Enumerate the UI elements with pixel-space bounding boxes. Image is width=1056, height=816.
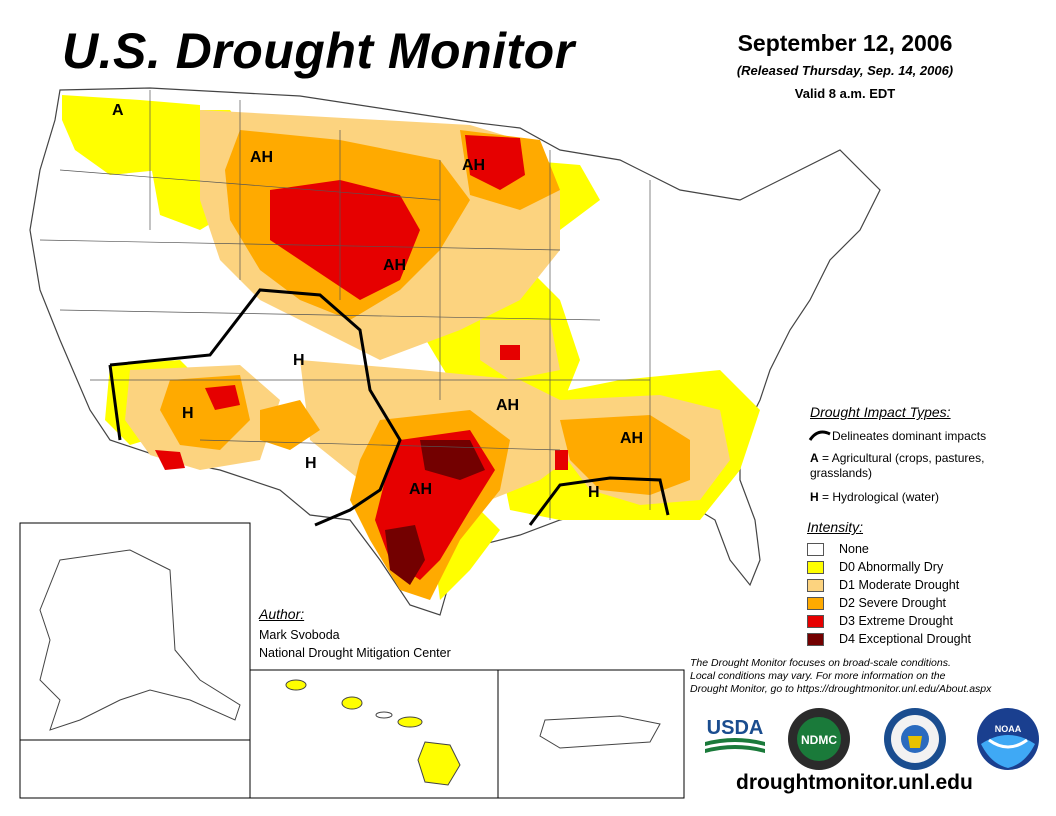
d2-new-mexico: [260, 400, 320, 450]
d3-minnesota: [465, 135, 525, 190]
map-date: September 12, 2006: [737, 30, 953, 56]
intensity-heading: Intensity:: [807, 519, 864, 535]
legend-item-d0: D0 Abnormally Dry: [807, 558, 971, 576]
alaska-shape: [39, 549, 241, 731]
legend-swatch: [807, 578, 824, 592]
label-oklahoma-arkansas: AH: [496, 397, 519, 414]
d3-alabama: [555, 450, 568, 470]
legend-item-d3: D3 Extreme Drought: [807, 612, 971, 630]
legend-item-none: None: [807, 540, 971, 558]
impact-boundaries: [108, 288, 670, 527]
hawaii-inset-frame: [249, 669, 499, 799]
alaska-inset-frame: [19, 522, 251, 799]
ndmc-logo: NDMC: [788, 708, 850, 770]
note-line: Drought Monitor, go to https://droughtmo…: [690, 683, 992, 695]
state-boundaries: [39, 90, 651, 520]
legend-label: D2 Severe Drought: [839, 596, 947, 610]
legend-swatch: [807, 560, 824, 574]
inset-frames: [19, 522, 685, 799]
note-line: Local conditions may vary. For more info…: [690, 670, 946, 682]
d3-arizona: [205, 385, 240, 410]
legend-swatch: [807, 596, 824, 610]
impact-boundary-row: Delineates dominant impacts: [810, 429, 1045, 444]
d4-texas: [385, 525, 425, 585]
puerto-rico-shape: [539, 715, 661, 749]
impact-agricultural-symbol: A: [810, 451, 819, 465]
noaa-logo: NOAA: [977, 708, 1039, 770]
svg-text:USDA: USDA: [707, 717, 764, 739]
valid-time: Valid 8 a.m. EDT: [794, 86, 896, 101]
legend-swatch: [807, 614, 824, 628]
legend-label: D4 Exceptional Drought: [839, 632, 972, 646]
legend-item-d1: D1 Moderate Drought: [807, 576, 971, 594]
legend-item-d2: D2 Severe Drought: [807, 594, 971, 612]
d4-areas: [385, 440, 485, 585]
legend-swatch: [807, 632, 824, 646]
legend-label: D0 Abnormally Dry: [839, 560, 944, 574]
d3-missouri: [500, 345, 520, 360]
legend-item-d4: D4 Exceptional Drought: [807, 630, 971, 648]
intensity-legend: None D0 Abnormally Dry D1 Moderate Droug…: [807, 540, 971, 648]
label-arizona: H: [182, 405, 194, 422]
legend-swatch: [807, 542, 824, 556]
note-line: The Drought Monitor focuses on broad-sca…: [690, 657, 951, 669]
release-date: (Released Thursday, Sep. 14, 2006): [736, 63, 954, 78]
impact-types-heading: Drought Impact Types:: [810, 404, 951, 420]
disclaimer-note: The Drought Monitor focuses on broad-sca…: [690, 657, 1045, 696]
site-url[interactable]: droughtmonitor.unl.edu: [736, 771, 973, 794]
label-colorado: H: [293, 352, 305, 369]
impact-hydrological-symbol: H: [810, 490, 819, 504]
boundary-gulf: [528, 476, 670, 526]
seal-icon: [884, 708, 946, 770]
legend-label: D1 Moderate Drought: [839, 578, 960, 592]
label-washington: A: [112, 102, 124, 119]
impact-hydrological-row: H = Hydrological (water): [810, 490, 1045, 505]
label-south-dakota: AH: [383, 257, 406, 274]
hawaii-islands: [285, 679, 461, 786]
label-texas: AH: [409, 481, 432, 498]
svg-text:NDMC: NDMC: [801, 733, 837, 747]
puerto-rico-inset-frame: [497, 669, 685, 799]
label-georgia: AH: [620, 430, 643, 447]
legend-label: None: [839, 542, 869, 556]
impact-agricultural-text: = Agricultural (crops, pastures, grassla…: [810, 451, 985, 480]
svg-text:NOAA: NOAA: [995, 724, 1022, 734]
d3-arizona-south: [155, 450, 185, 470]
boundary-west: [109, 288, 402, 527]
impact-hydrological-text: = Hydrological (water): [822, 490, 940, 504]
d3-northern-plains: [270, 180, 420, 300]
map-title: U.S. Drought Monitor: [62, 23, 575, 79]
label-montana: AH: [250, 149, 273, 166]
impact-agricultural-row: A = Agricultural (crops, pastures, grass…: [810, 451, 1045, 481]
label-gulf-coast: H: [588, 484, 600, 501]
boundary-west-lower: [108, 364, 122, 441]
author-heading: Author:: [259, 606, 305, 622]
impact-boundary-label: Delineates dominant impacts: [832, 429, 987, 443]
usda-logo: USDA: [705, 717, 765, 753]
d2-southeast: [560, 415, 690, 495]
author-name: Mark Svoboda: [259, 628, 340, 642]
author-organization: National Drought Mitigation Center: [259, 646, 451, 660]
d4-oklahoma: [420, 440, 485, 480]
boundary-legend-symbol: [808, 430, 831, 441]
label-new-mexico: H: [305, 455, 317, 472]
label-minnesota: AH: [462, 157, 485, 174]
legend-label: D3 Extreme Drought: [839, 614, 953, 628]
